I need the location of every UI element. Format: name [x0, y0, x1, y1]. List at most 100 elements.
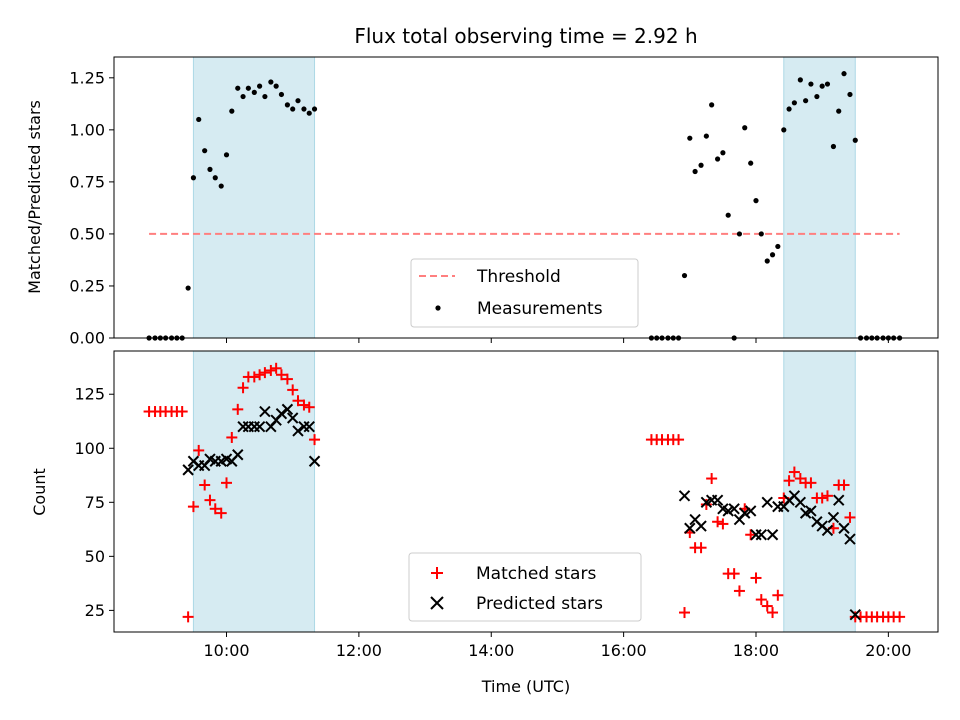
matched-star-point: [275, 369, 287, 381]
top-plot-frame: [113, 56, 939, 339]
measurement-point: [709, 102, 715, 108]
matched-star-point: [712, 516, 724, 528]
measurement-point: [791, 100, 797, 106]
matched-star-point: [287, 384, 299, 396]
measurement-point: [836, 108, 842, 114]
measurement-point: [196, 116, 202, 123]
matched-star-point: [309, 434, 321, 446]
y-tick-label: 0.00: [69, 329, 105, 348]
top-legend-box: [410, 258, 639, 328]
predicted-star-point: [755, 529, 767, 541]
measurement-point: [245, 85, 251, 91]
matched-star-point: [248, 371, 260, 383]
y-tick-label: 75: [85, 493, 105, 512]
predicted-star-point: [303, 420, 315, 433]
predicted-star-point: [849, 609, 861, 621]
matched-star-point: [816, 492, 828, 504]
matched-star-point: [221, 477, 233, 489]
predicted-star-point: [259, 405, 271, 418]
matched-star-point: [695, 542, 707, 554]
measurement-point: [268, 79, 274, 85]
matched-star-point: [761, 600, 773, 612]
matched-star-point: [292, 395, 304, 407]
measurement-point: [240, 93, 246, 100]
count-points: [143, 362, 906, 623]
matched-star-point: [844, 511, 856, 523]
measurement-point: [311, 106, 318, 112]
x-axis-label: Time (UTC): [481, 677, 570, 696]
predicted-star-point: [838, 522, 850, 534]
matched-star-point: [673, 434, 685, 446]
matched-star-point: [204, 494, 216, 506]
bottom-plot-frame: [113, 350, 939, 633]
measurement-point: [808, 81, 814, 87]
measurement-point: [748, 160, 754, 166]
measurement-point: [229, 108, 235, 114]
measurement-point: [736, 231, 743, 237]
bottom-y-axis-label: Count: [30, 468, 49, 516]
predicted-star-point: [253, 420, 266, 433]
top-legend: Threshold Measurements: [410, 258, 639, 328]
measurement-point: [703, 133, 709, 139]
measurement-point: [257, 83, 263, 89]
legend-predicted-label: Predicted stars: [476, 594, 603, 614]
measurement-point: [852, 137, 858, 143]
measurement-point: [841, 71, 847, 77]
predicted-star-point: [182, 464, 194, 476]
predicted-star-point: [766, 529, 779, 541]
predicted-star-point: [232, 449, 244, 461]
measurement-point: [223, 152, 230, 158]
predicted-star-point: [695, 520, 707, 532]
shaded-observing-window: [192, 56, 316, 339]
y-tick-label: 1.00: [69, 120, 105, 139]
measurement-point: [284, 102, 291, 108]
x-tick-label: 16:00: [601, 641, 647, 660]
matched-star-point: [209, 503, 221, 515]
measurement-point: [212, 175, 218, 181]
measurement-point: [692, 168, 698, 175]
chart-title: Flux total observing time = 2.92 h: [354, 24, 697, 48]
measurement-point: [218, 183, 224, 189]
measurement-point: [725, 212, 731, 218]
bottom-y-ticks: 25 50 75 100 125: [74, 385, 114, 620]
measurement-point: [262, 93, 268, 100]
measurement-point: [742, 125, 748, 131]
y-tick-label: 100: [74, 439, 105, 458]
top-y-ticks: 0.00 0.25 0.50 0.75 1.00 1.25: [69, 68, 114, 348]
y-tick-label: 1.25: [69, 68, 105, 87]
matched-star-point: [176, 406, 188, 418]
x-tick-label: 20:00: [865, 641, 911, 660]
top-x-ticks: [226, 338, 889, 343]
measurement-point: [687, 135, 693, 141]
matched-star-point: [838, 479, 850, 491]
measurement-point: [202, 148, 208, 154]
measurement-point: [295, 98, 301, 104]
matched-star-point: [193, 444, 205, 456]
predicted-star-point: [744, 505, 757, 517]
measurement-point: [830, 143, 837, 150]
predicted-star-point: [844, 533, 856, 545]
predicted-star-point: [711, 494, 724, 506]
predicted-star-point: [275, 407, 288, 420]
matched-star-point: [805, 477, 817, 489]
predicted-star-point: [281, 403, 294, 416]
x-tick-label: 14:00: [468, 641, 514, 660]
predicted-star-point: [805, 505, 817, 517]
matched-star-point: [215, 507, 227, 519]
matched-star-point: [281, 373, 293, 385]
measurement-point: [803, 98, 809, 104]
matched-star-point: [303, 401, 315, 413]
bottom-legend: Matched stars Predicted stars: [408, 552, 642, 622]
measurement-point: [251, 89, 257, 95]
predicted-star-point: [678, 490, 691, 502]
measurement-point: [824, 81, 831, 87]
matched-star-point: [679, 607, 691, 619]
predicted-star-point: [308, 455, 321, 467]
matched-star-point: [182, 611, 194, 623]
predicted-star-point: [728, 503, 740, 515]
y-tick-label: 125: [74, 385, 105, 404]
measurement-point: [786, 106, 792, 112]
flux-ratio-panel: 0.00 0.25 0.50 0.75 1.00 1.25 Flux total obse…: [25, 24, 939, 348]
legend-matched-swatch: [431, 567, 443, 579]
